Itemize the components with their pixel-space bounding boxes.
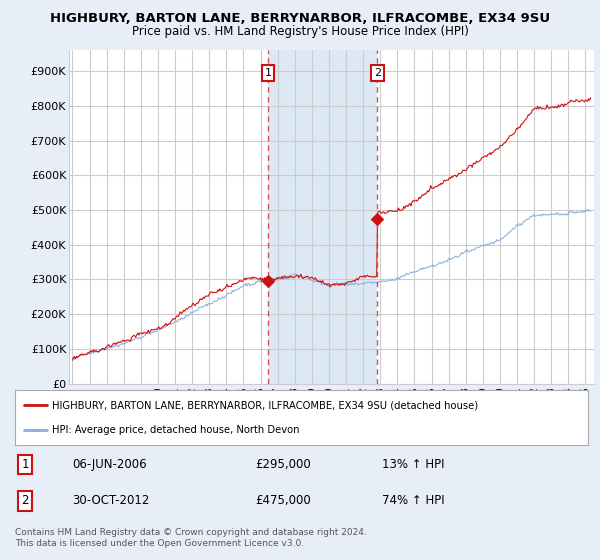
Text: 06-JUN-2006: 06-JUN-2006 — [73, 458, 147, 471]
Text: 74% ↑ HPI: 74% ↑ HPI — [382, 494, 445, 507]
Text: 1: 1 — [22, 458, 29, 471]
Text: 1: 1 — [265, 68, 272, 78]
Text: Price paid vs. HM Land Registry's House Price Index (HPI): Price paid vs. HM Land Registry's House … — [131, 25, 469, 38]
Text: £475,000: £475,000 — [256, 494, 311, 507]
Point — [263, 277, 273, 286]
Text: 2: 2 — [22, 494, 29, 507]
Text: 2: 2 — [374, 68, 381, 78]
Text: HIGHBURY, BARTON LANE, BERRYNARBOR, ILFRACOMBE, EX34 9SU (detached house): HIGHBURY, BARTON LANE, BERRYNARBOR, ILFR… — [52, 400, 478, 410]
Text: £295,000: £295,000 — [256, 458, 311, 471]
Text: 13% ↑ HPI: 13% ↑ HPI — [382, 458, 444, 471]
Text: HIGHBURY, BARTON LANE, BERRYNARBOR, ILFRACOMBE, EX34 9SU: HIGHBURY, BARTON LANE, BERRYNARBOR, ILFR… — [50, 12, 550, 25]
Bar — [268, 50, 377, 384]
Text: 30-OCT-2012: 30-OCT-2012 — [73, 494, 149, 507]
Text: HPI: Average price, detached house, North Devon: HPI: Average price, detached house, Nort… — [52, 426, 300, 435]
Point — [373, 214, 382, 223]
Text: Contains HM Land Registry data © Crown copyright and database right 2024.
This d: Contains HM Land Registry data © Crown c… — [15, 528, 367, 548]
